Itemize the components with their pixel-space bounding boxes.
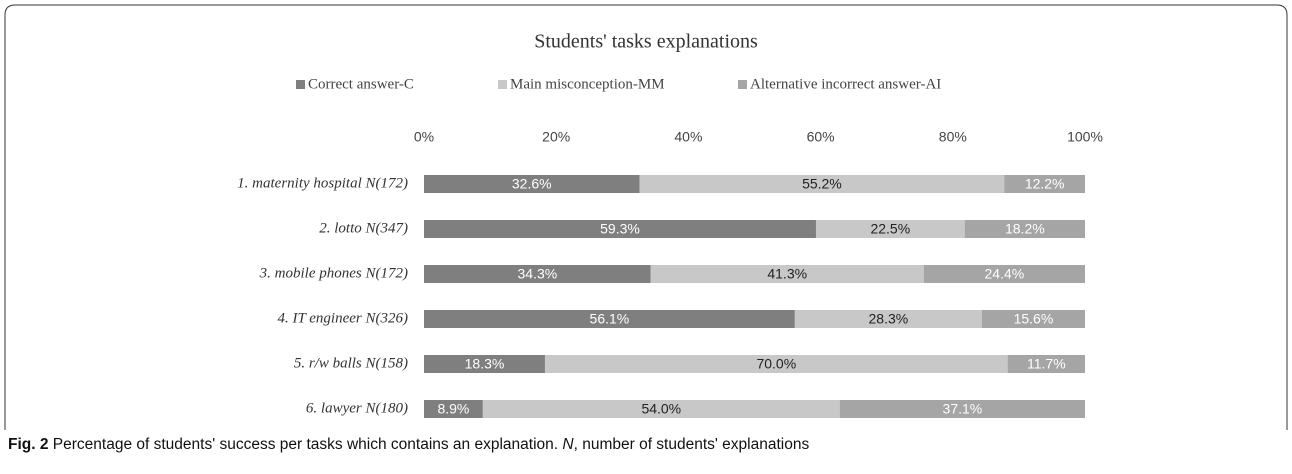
y-tick-label: 2. lotto N(347) [319,220,408,236]
chart-title: Students' tasks explanations [534,31,758,53]
bar-segment [923,265,1085,283]
bar-segment [424,400,483,418]
bar-segment [424,265,651,283]
bar-segment [650,265,924,283]
x-tick-label: 0% [414,129,434,145]
y-tick-label: 3. mobile phones N(172) [259,265,408,281]
y-tick-label: 4. IT engineer N(326) [277,310,408,326]
legend-swatch [296,80,305,89]
bar-segment [1004,175,1085,193]
value-label: 12.2% [1025,176,1065,192]
bar-segment [639,175,1005,193]
y-tick-label: 1. maternity hospital N(172) [237,175,408,191]
x-tick-label: 20% [542,129,570,145]
bar-segment [424,220,816,238]
bar-segment [1007,355,1085,373]
value-label: 32.6% [512,176,552,192]
value-label: 24.4% [985,266,1025,282]
bar-segment [964,220,1085,238]
legend-label: Correct answer-C [308,76,414,92]
value-label: 15.6% [1014,311,1054,327]
caption: Fig. 2 Percentage of students' success p… [8,436,809,454]
bar-segment [424,310,795,328]
value-label: 8.9% [437,401,469,417]
value-label: 70.0% [756,356,796,372]
bar-segment [482,400,840,418]
legend-label: Alternative incorrect answer-AI [750,76,941,92]
caption-rest: , number of students' explanations [573,436,810,453]
y-tick-label: 5. r/w balls N(158) [294,355,408,371]
bar-segment [424,175,640,193]
x-tick-label: 80% [939,129,967,145]
value-label: 59.3% [600,221,640,237]
caption-label: Fig. 2 [8,436,49,453]
legend-label: Main misconception-MM [510,76,665,92]
bar-segment [794,310,982,328]
x-tick-label: 100% [1067,129,1103,145]
value-label: 18.2% [1005,221,1045,237]
legend-swatch [738,80,747,89]
frame [4,4,1288,430]
x-tick-label: 60% [807,129,835,145]
value-label: 55.2% [802,176,842,192]
x-tick-label: 40% [674,129,702,145]
caption-text: Percentage of students' success per task… [52,436,559,453]
value-label: 18.3% [465,356,505,372]
value-label: 56.1% [590,311,630,327]
bar-segment [981,310,1085,328]
chart: Students' tasks explanations Correct ans… [4,4,1288,430]
legend-swatch [498,80,507,89]
bar-segment [424,355,545,373]
bar-segment [815,220,965,238]
value-label: 28.3% [869,311,909,327]
bar-segment [544,355,1008,373]
value-label: 54.0% [641,401,681,417]
bar-segment [839,400,1085,418]
value-label: 37.1% [943,401,983,417]
value-label: 41.3% [767,266,807,282]
y-tick-label: 6. lawyer N(180) [306,400,408,416]
caption-term: N [562,436,574,453]
value-label: 34.3% [518,266,558,282]
value-label: 11.7% [1027,356,1066,372]
value-label: 22.5% [870,221,910,237]
